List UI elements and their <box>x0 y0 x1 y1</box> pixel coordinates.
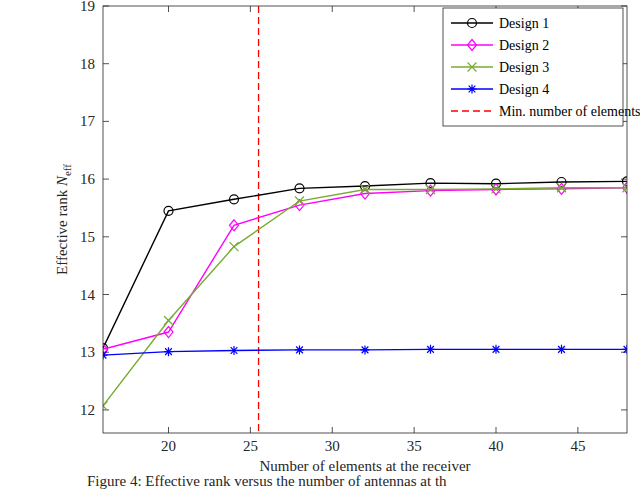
y-tick <box>103 236 109 237</box>
point <box>230 346 239 355</box>
chart: 20 25 30 35 40 45 12 13 14 15 16 17 18 19 Number of el… <box>0 0 640 493</box>
point <box>426 185 435 196</box>
point <box>164 327 173 338</box>
x-tick <box>414 6 415 12</box>
x-tick <box>577 427 578 433</box>
x-tick <box>250 427 251 433</box>
x-tick-label: 20 <box>161 438 176 454</box>
series-line <box>103 188 627 406</box>
legend-marker <box>468 63 477 72</box>
series-line <box>103 188 627 350</box>
x-tick-label: 30 <box>325 438 340 454</box>
x-tick <box>250 6 251 12</box>
point <box>623 345 628 354</box>
y-tick-label: 15 <box>80 229 95 245</box>
y-tick-label: 14 <box>80 287 96 303</box>
y-tick <box>621 236 627 237</box>
point <box>230 242 239 251</box>
point <box>230 195 239 204</box>
x-tick <box>332 427 333 433</box>
plot-area <box>103 6 627 433</box>
x-tick <box>168 6 169 12</box>
point <box>557 183 566 192</box>
y-tick-label: 19 <box>80 0 95 14</box>
legend-swatch <box>451 110 493 111</box>
legend-marker <box>468 19 477 28</box>
y-tick <box>103 121 109 122</box>
series-line <box>103 181 627 348</box>
x-tick <box>168 427 169 433</box>
y-tick <box>103 294 109 295</box>
y-tick-label: 12 <box>80 402 95 418</box>
point <box>295 197 304 206</box>
point <box>492 184 501 193</box>
point <box>164 347 173 356</box>
point <box>230 220 239 231</box>
legend-label: Design 2 <box>499 38 549 53</box>
point <box>557 183 566 194</box>
y-tick-label: 16 <box>80 171 96 187</box>
point <box>361 345 370 354</box>
legend-label: Design 3 <box>499 60 549 75</box>
y-tick <box>103 179 109 180</box>
y-tick <box>621 409 627 410</box>
legend-label: Design 1 <box>499 16 549 31</box>
x-tick <box>496 427 497 433</box>
y-axis-label: Effective rank Neff <box>54 164 73 275</box>
point <box>426 345 435 354</box>
legend-label: Min. number of elements <box>499 104 640 119</box>
legend-marker <box>468 40 477 51</box>
y-tick-label: 13 <box>80 344 95 360</box>
point <box>164 316 173 325</box>
x-axis-label: Number of elements at the receiver <box>259 458 470 474</box>
caption: Figure 4: Effective rank versus the numb… <box>87 473 447 489</box>
y-tick-label: 17 <box>80 113 96 129</box>
point <box>295 184 304 193</box>
x-tick-label: 45 <box>570 438 585 454</box>
plot-data <box>103 6 627 433</box>
legend: Design 1 Design 2 Design 3 Design 4 Min. num… <box>443 8 640 126</box>
x-tick-label: 40 <box>489 438 504 454</box>
y-tick <box>103 63 109 64</box>
legend-swatch <box>451 44 493 45</box>
point <box>557 345 566 354</box>
point <box>623 183 628 192</box>
point <box>103 401 108 410</box>
legend-swatch <box>451 22 493 23</box>
legend-marker <box>468 85 477 94</box>
x-tick <box>414 427 415 433</box>
point <box>103 351 108 360</box>
x-tick-label: 25 <box>243 438 258 454</box>
point <box>426 185 435 194</box>
point <box>361 185 370 194</box>
reference-line <box>258 6 259 433</box>
y-tick <box>621 294 627 295</box>
point <box>164 206 173 215</box>
point <box>492 345 501 354</box>
legend-label: Design 4 <box>499 82 549 97</box>
point <box>295 345 304 354</box>
x-tick <box>332 6 333 12</box>
axes-frame <box>103 6 627 433</box>
x-tick-label: 35 <box>407 438 422 454</box>
y-tick-label: 18 <box>80 56 95 72</box>
